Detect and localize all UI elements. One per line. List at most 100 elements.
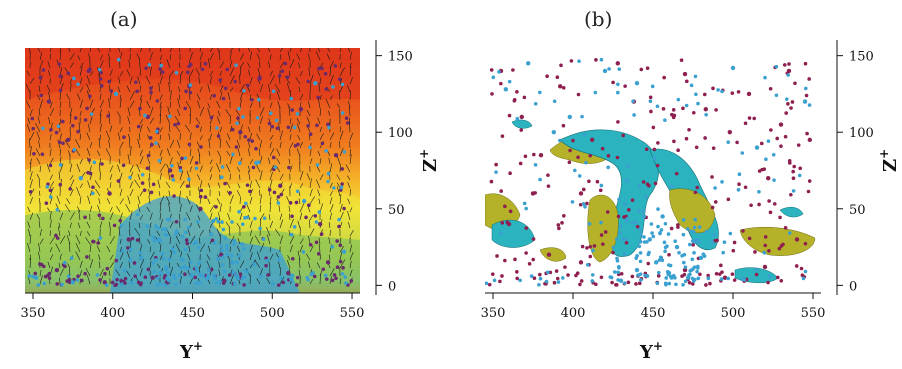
- vector-arrow: [196, 93, 201, 101]
- vector-arrow: [37, 116, 41, 125]
- vector-arrow: [75, 139, 81, 149]
- vector-arrow: [117, 132, 121, 141]
- vector-arrow: [69, 163, 73, 173]
- particle: [98, 278, 102, 282]
- particle: [801, 276, 806, 281]
- vector-arrow: [165, 181, 171, 189]
- vector-arrow: [269, 202, 271, 213]
- particle: [219, 244, 223, 248]
- vector-arrow: [308, 261, 311, 269]
- vector-arrow: [79, 48, 82, 53]
- vector-arrow: [247, 62, 251, 69]
- vector-arrow: [97, 150, 101, 157]
- particle: [711, 146, 716, 150]
- particle: [614, 283, 618, 287]
- particle: [161, 257, 166, 261]
- particle: [159, 63, 164, 68]
- vector-arrow: [159, 114, 162, 125]
- particle: [326, 179, 330, 184]
- vector-arrow: [169, 266, 174, 277]
- particle: [490, 92, 494, 96]
- vector-arrow: [279, 54, 282, 61]
- vector-arrow: [309, 149, 312, 157]
- vector-arrow: [39, 75, 43, 85]
- vector-arrow: [159, 94, 163, 101]
- vector-fan: [25, 229, 26, 241]
- vector-arrow: [269, 246, 272, 253]
- particle: [671, 273, 676, 278]
- particle: [625, 216, 630, 221]
- vector-arrow: [118, 158, 121, 165]
- vector-arrow: [309, 74, 314, 85]
- particle: [330, 278, 335, 283]
- vector-arrow: [59, 235, 66, 245]
- particle: [164, 267, 168, 272]
- particle: [767, 199, 771, 203]
- particle: [242, 204, 246, 209]
- vector-arrow: [117, 86, 121, 93]
- vector-arrow: [59, 48, 62, 53]
- vector-arrow: [168, 203, 171, 213]
- particle: [178, 165, 183, 170]
- particle: [524, 251, 528, 255]
- particle: [265, 258, 269, 263]
- particle: [641, 209, 646, 214]
- particle: [237, 253, 242, 258]
- vector-arrow: [336, 155, 341, 165]
- vector-arrow: [289, 48, 292, 53]
- data-point: [145, 114, 151, 120]
- particle: [690, 257, 695, 262]
- particle: [167, 257, 172, 262]
- particle: [713, 186, 717, 190]
- particle: [290, 214, 294, 219]
- vector-arrow: [79, 110, 82, 117]
- particle: [200, 274, 205, 278]
- vector-arrow: [29, 158, 33, 165]
- vector-arrow: [329, 191, 333, 197]
- particle: [692, 225, 697, 230]
- vector-arrow: [269, 75, 275, 85]
- particle: [783, 226, 788, 230]
- y-axis-label-a: Z+: [417, 149, 441, 172]
- vector-arrow: [179, 195, 181, 205]
- particle: [294, 283, 299, 287]
- particle: [199, 145, 203, 149]
- vector-arrow: [237, 183, 241, 189]
- vector-arrow: [49, 219, 52, 229]
- particle: [326, 171, 331, 176]
- particle: [779, 278, 784, 283]
- vector-arrow: [255, 164, 261, 173]
- vector-arrow: [179, 48, 181, 53]
- particle: [128, 175, 132, 180]
- vector-arrow: [256, 278, 261, 285]
- vector-arrow: [289, 118, 292, 125]
- panel-label-a: (a): [110, 7, 138, 31]
- data-point: [107, 191, 112, 196]
- particle: [702, 254, 707, 258]
- particle: [714, 108, 718, 112]
- particle: [713, 200, 718, 204]
- particle: [242, 247, 246, 251]
- vector-arrow: [199, 135, 203, 141]
- vector-arrow: [189, 132, 192, 141]
- vector-arrow: [109, 69, 113, 77]
- particle: [639, 278, 643, 282]
- particle: [617, 67, 622, 71]
- vector-arrow: [129, 48, 131, 53]
- vector-arrow: [347, 221, 351, 229]
- particle: [188, 83, 193, 87]
- particle: [220, 220, 224, 224]
- vector-arrow: [227, 92, 231, 101]
- particle: [231, 270, 236, 275]
- particle: [242, 89, 246, 93]
- particle: [735, 140, 739, 145]
- particle: [240, 242, 244, 246]
- vector-arrow: [29, 234, 32, 245]
- vector-arrow: [249, 197, 253, 205]
- data-point: [807, 137, 812, 143]
- vector-arrow: [58, 262, 61, 269]
- vector-arrow: [209, 70, 214, 77]
- data-point: [660, 214, 665, 219]
- vector-arrow: [157, 142, 161, 149]
- particle: [218, 78, 223, 83]
